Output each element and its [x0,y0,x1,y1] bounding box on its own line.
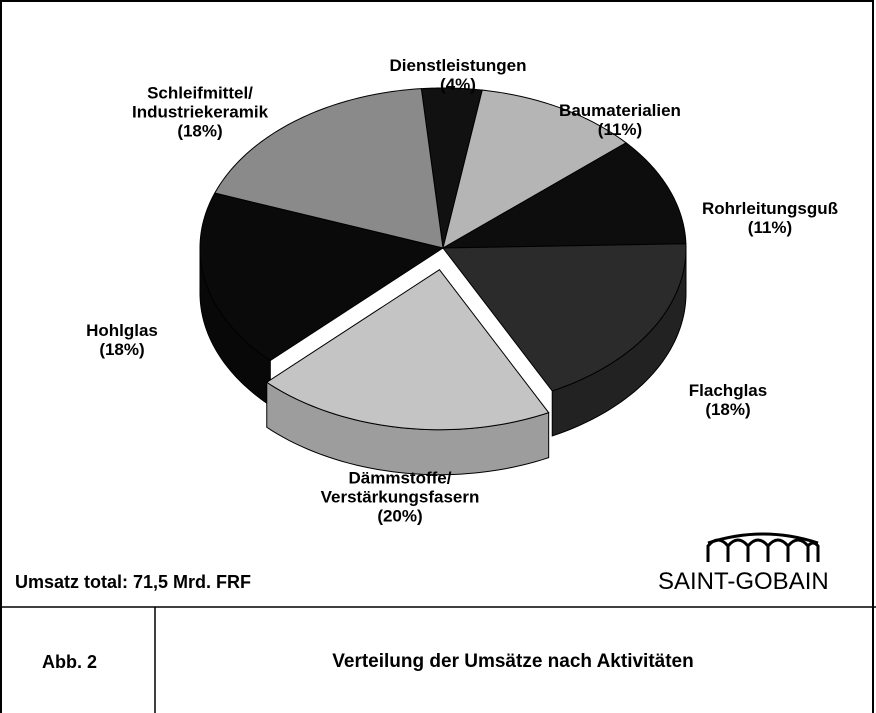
category-name: Rohrleitungsguß [702,199,838,218]
slice-label: Flachglas (18%) [689,381,767,419]
slice [420,87,483,249]
value-label: (11%) [747,218,793,237]
category-name: Schleifmittel/ Industriekeramik [131,83,269,122]
category-name: Dienstleistungen [389,56,527,75]
slice [214,88,444,249]
value-label: (18%) [177,121,223,141]
slice [442,243,687,392]
slice-label: Dämmstoffe/ Verstärkungsfasern (20%) [321,469,480,526]
slice [442,142,687,249]
category-name: Dämmstoffe/ Verstärkungsfasern [320,468,480,507]
value-label: (18%) [99,340,145,359]
figure-caption: Verteilung der Umsätze nach Aktivitäten [332,651,694,672]
slice-label: Hohlglas (18%) [86,321,158,359]
category-name: Flachglas [688,381,768,400]
slice [442,89,627,250]
brand: SAINT-GOBAIN [658,568,829,595]
slice [199,192,445,362]
slice-label: Baumaterialien (11%) [559,101,681,139]
logo [706,532,820,562]
value-label: (4%) [440,75,476,94]
value-label: (18%) [705,400,751,419]
value-label: (20%) [377,506,423,526]
slice-label: Rohrleitungsguß (11%) [702,199,838,237]
value-label: (11%) [597,120,643,139]
slice [265,269,550,431]
category-name: Hohlglas [86,321,158,340]
slice-label: Dienstleistungen (4%) [390,56,527,94]
slice-label: Schleifmittel/ Industriekeramik (18%) [132,84,268,141]
total-note: Umsatz total: 71,5 Mrd. FRF [15,572,252,592]
category-name: Baumaterialien [559,101,681,120]
figure-label: Abb. 2 [42,652,98,672]
